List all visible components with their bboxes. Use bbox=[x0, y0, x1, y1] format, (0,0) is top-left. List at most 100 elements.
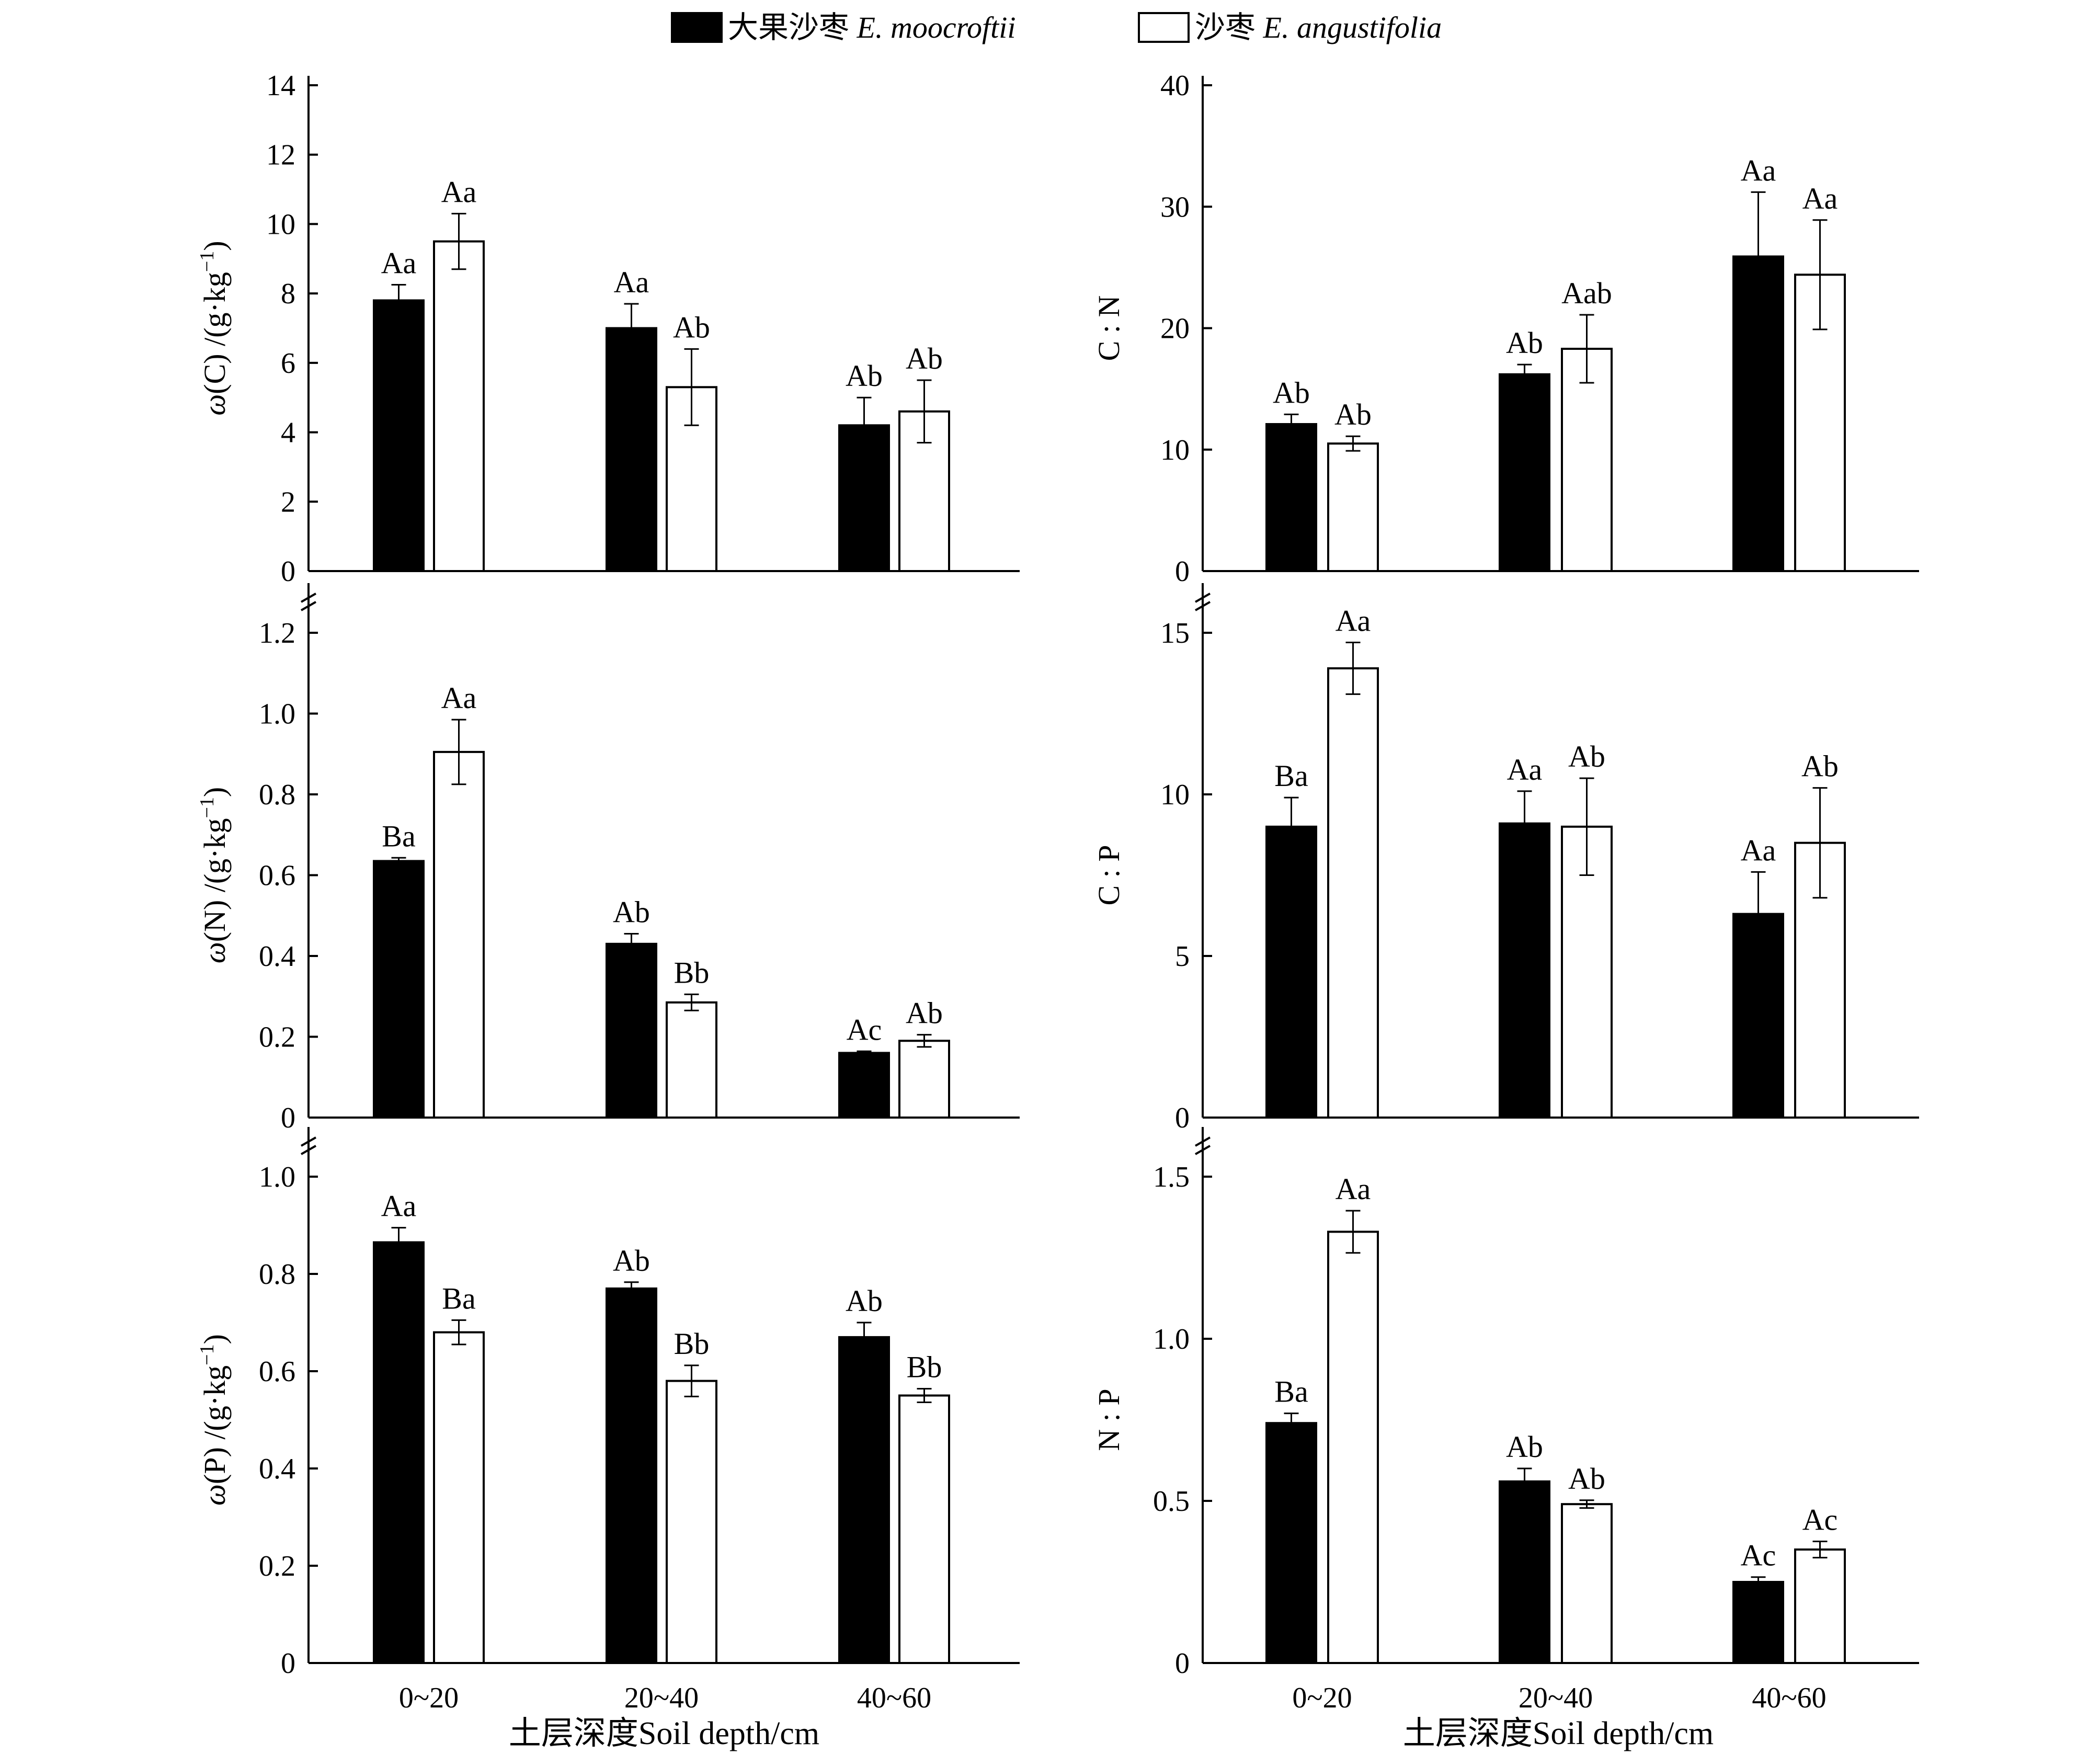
x-axis-label-right: 土层深度Soil depth/cm bbox=[1403, 1716, 1714, 1751]
significance-label: Ab bbox=[846, 1284, 883, 1318]
x-tick-label: 20~40 bbox=[624, 1682, 699, 1714]
y-tick-label: 30 bbox=[1160, 191, 1190, 223]
bar-moocroftii-40~60 bbox=[1732, 1581, 1784, 1664]
x-tick-label: 0~20 bbox=[1292, 1682, 1352, 1714]
bar-moocroftii-20~40 bbox=[606, 1287, 657, 1664]
bar-moocroftii-0~20 bbox=[1265, 825, 1317, 1119]
panel-n: 0 0.2 0.4 0.6 0.8 1.0 1.2 ω(N) /(g·kg−1) Ba Ab Ac A… bbox=[196, 583, 1020, 1134]
significance-label: Ab bbox=[1801, 749, 1839, 783]
bar-moocroftii-40~60 bbox=[838, 1052, 890, 1119]
bar-angustifolia-20~40 bbox=[1561, 1503, 1613, 1664]
y-tick-label: 1.5 bbox=[1153, 1161, 1190, 1193]
significance-label: Ab bbox=[1334, 397, 1372, 431]
y-tick-label: 20 bbox=[1160, 313, 1190, 345]
significance-label: Ba bbox=[442, 1281, 475, 1315]
significance-label: Aa bbox=[1741, 833, 1776, 867]
panel-c-p: 0 5 10 15 C : P Ba Aa Aa Aa Ab Ab bbox=[1092, 583, 1919, 1134]
y-tick-label: 6 bbox=[281, 347, 295, 380]
y-tick-label: 0.6 bbox=[259, 1356, 295, 1388]
significance-label: Ac bbox=[847, 1012, 882, 1046]
bar-angustifolia-20~40 bbox=[1561, 347, 1613, 572]
significance-label: Ba bbox=[1274, 1375, 1308, 1409]
bar-angustifolia-0~20 bbox=[433, 750, 485, 1119]
panel-c-n: 0 10 20 30 40 C : N Ab Ab Aa Ab Aab Aa bbox=[1092, 70, 1919, 588]
bar-angustifolia-0~20 bbox=[433, 240, 485, 573]
y-tick-label: 10 bbox=[1160, 434, 1190, 466]
y-tick-label: 1.0 bbox=[259, 698, 295, 731]
bar-moocroftii-0~20 bbox=[373, 860, 425, 1119]
x-tick-label: 0~20 bbox=[399, 1682, 459, 1714]
significance-label: Ab bbox=[1506, 1430, 1543, 1464]
significance-label: Ab bbox=[846, 359, 883, 393]
y-tick-label: 1.0 bbox=[259, 1161, 295, 1193]
bar-angustifolia-0~20 bbox=[1327, 667, 1379, 1119]
significance-label: Aa bbox=[1336, 1172, 1371, 1206]
y-tick-label: 2 bbox=[281, 486, 295, 518]
significance-label: Aa bbox=[614, 265, 649, 299]
panel-c: 0 2 4 6 8 10 12 14 ω(C) /(g·kg−1) Aa Aa Ab Aa Ab Ab bbox=[196, 70, 1020, 588]
x-tick-label: 40~60 bbox=[1752, 1682, 1826, 1714]
axis-break-mark bbox=[1195, 1145, 1211, 1155]
significance-label: Aa bbox=[381, 246, 417, 280]
y-tick-label: 0 bbox=[1175, 555, 1190, 588]
y-tick-label: 0.2 bbox=[259, 1550, 295, 1582]
y-tick-label: 1.2 bbox=[259, 617, 295, 650]
bar-angustifolia-40~60 bbox=[898, 1394, 950, 1664]
significance-label: Ab bbox=[613, 1244, 650, 1278]
y-tick-label: 0.6 bbox=[259, 860, 295, 892]
axis-break-mark bbox=[1195, 601, 1211, 611]
bar-angustifolia-40~60 bbox=[1794, 1548, 1846, 1664]
significance-label: Ba bbox=[1274, 759, 1308, 793]
significance-label: Bb bbox=[674, 1327, 710, 1361]
bar-angustifolia-0~20 bbox=[1327, 1231, 1379, 1664]
significance-label: Aa bbox=[441, 681, 477, 715]
bar-angustifolia-0~20 bbox=[1327, 442, 1379, 573]
y-tick-label: 0.4 bbox=[259, 1453, 295, 1485]
y-tick-label: 12 bbox=[266, 139, 295, 172]
bar-angustifolia-20~40 bbox=[666, 1380, 717, 1665]
significance-label: Aab bbox=[1561, 276, 1612, 310]
bar-angustifolia-20~40 bbox=[666, 1001, 717, 1119]
bar-moocroftii-20~40 bbox=[606, 942, 657, 1119]
significance-label: Aa bbox=[1336, 604, 1371, 638]
y-axis-label: ω(P) /(g·kg−1) bbox=[196, 1334, 232, 1506]
y-tick-label: 10 bbox=[1160, 779, 1190, 811]
bar-angustifolia-0~20 bbox=[433, 1331, 485, 1665]
bar-moocroftii-0~20 bbox=[1265, 1422, 1317, 1664]
axis-break-mark bbox=[301, 593, 316, 603]
significance-label: Ab bbox=[1568, 1462, 1605, 1496]
y-axis-label: ω(N) /(g·kg−1) bbox=[196, 787, 232, 963]
bar-angustifolia-40~60 bbox=[898, 410, 950, 572]
y-tick-label: 5 bbox=[1175, 940, 1190, 973]
x-axis-label-left: 土层深度Soil depth/cm bbox=[509, 1716, 819, 1751]
y-axis-label: C : P bbox=[1092, 845, 1126, 905]
significance-label: Bb bbox=[674, 955, 710, 989]
axis-break-mark bbox=[1195, 593, 1211, 603]
significance-label: Aa bbox=[381, 1189, 417, 1223]
x-tick-label: 40~60 bbox=[857, 1682, 931, 1714]
y-tick-label: 1.0 bbox=[1153, 1323, 1190, 1356]
y-tick-label: 0.8 bbox=[259, 1258, 295, 1291]
y-tick-label: 0.2 bbox=[259, 1021, 295, 1054]
axis-break-mark bbox=[1195, 1136, 1211, 1147]
significance-label: Aa bbox=[1507, 753, 1543, 787]
bar-moocroftii-20~40 bbox=[1499, 1480, 1550, 1665]
bar-moocroftii-0~20 bbox=[373, 1241, 425, 1665]
significance-label: Ac bbox=[1741, 1539, 1776, 1573]
y-axis-label: C : N bbox=[1092, 295, 1126, 361]
y-tick-label: 0 bbox=[1175, 1647, 1190, 1680]
y-tick-label: 4 bbox=[281, 417, 295, 449]
bar-moocroftii-20~40 bbox=[1499, 373, 1550, 572]
bar-moocroftii-20~40 bbox=[606, 327, 657, 572]
axis-break-mark bbox=[301, 1136, 316, 1147]
bar-moocroftii-0~20 bbox=[1265, 423, 1317, 572]
significance-label: Ab bbox=[906, 341, 943, 375]
y-tick-label: 14 bbox=[266, 70, 295, 102]
y-axis-label: ω(C) /(g·kg−1) bbox=[196, 241, 232, 415]
significance-label: Ab bbox=[613, 895, 650, 929]
bar-moocroftii-0~20 bbox=[373, 299, 425, 572]
bar-moocroftii-20~40 bbox=[1499, 822, 1550, 1119]
significance-label: Ab bbox=[673, 310, 710, 344]
significance-label: Ab bbox=[1506, 326, 1543, 360]
y-tick-label: 0.5 bbox=[1153, 1485, 1190, 1518]
